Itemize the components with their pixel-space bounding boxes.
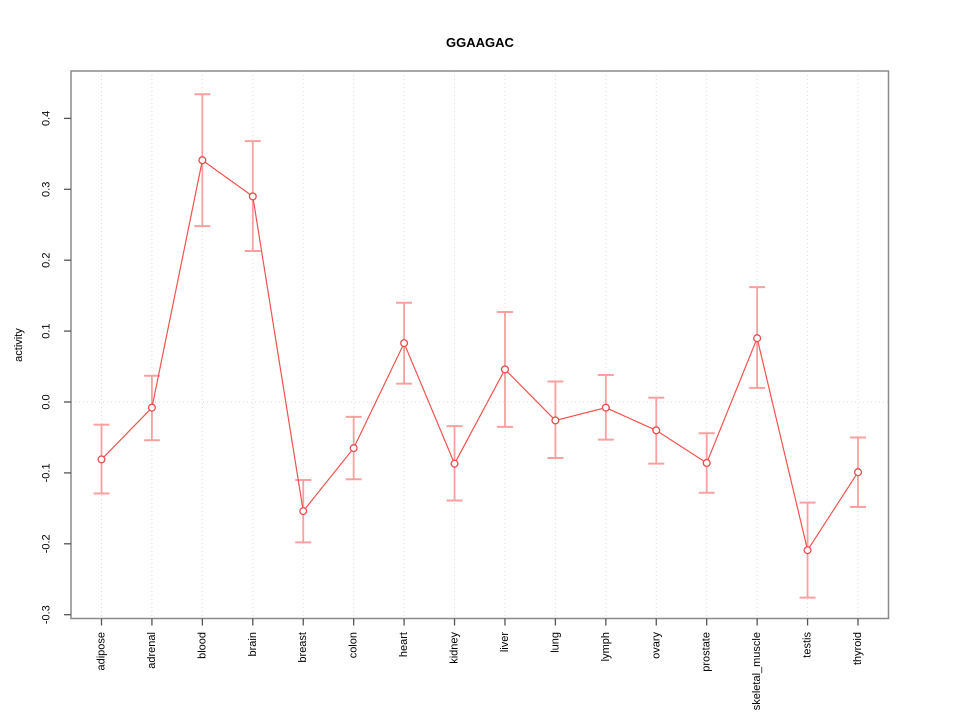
y-tick-label: 0.1 [41,323,53,338]
data-point [652,426,661,435]
data-point [601,403,610,412]
x-tick-label: heart [398,632,410,657]
plot-frame [70,70,890,620]
x-tick-label: skeletal_muscle [751,632,763,710]
x-tick-label: prostate [701,632,713,672]
data-point [753,334,762,343]
x-tick-label: blood [196,632,208,659]
data-point [349,444,358,453]
x-tick-label: lung [549,632,561,653]
x-tick-label: breast [297,632,309,663]
y-tick-label: -0.1 [41,463,53,482]
x-tick-label: ovary [650,632,662,659]
y-tick-label: 0.4 [41,111,53,126]
x-tick-label: liver [499,632,511,653]
data-point [551,416,560,425]
data-point [97,455,106,464]
data-point [147,403,156,412]
x-tick-label: thyroid [852,632,864,665]
x-tick-label: lymph [600,632,612,661]
y-tick-label: 0.2 [41,253,53,268]
x-tick-label: kidney [449,632,461,664]
data-point [450,459,459,468]
y-tick-label: 0.0 [41,394,53,409]
x-tick-label: testis [802,632,814,658]
y-tick-label: -0.2 [41,534,53,553]
x-tick-label: adrenal [146,632,158,669]
data-point [500,365,510,374]
data-point [299,507,308,516]
x-tick-label: adipose [96,632,108,671]
y-tick-label: 0.3 [41,182,53,197]
data-point [702,458,711,468]
y-tick-label: -0.3 [41,605,53,624]
series-line [101,159,859,552]
data-point [853,468,863,477]
plot-layer: -0.3 -0.2 -0.1 0.0 0.1 0.2 0.3 0.4 adipose adrena… [41,70,890,710]
y-axis-label: activity [13,328,25,362]
data-point [400,339,409,348]
data-point [803,546,812,555]
chart-title: GGAAGAC [446,35,515,50]
data-point [198,156,207,165]
data-point [248,192,257,201]
x-tick-label: colon [348,632,360,658]
x-tick-label: brain [247,632,259,656]
